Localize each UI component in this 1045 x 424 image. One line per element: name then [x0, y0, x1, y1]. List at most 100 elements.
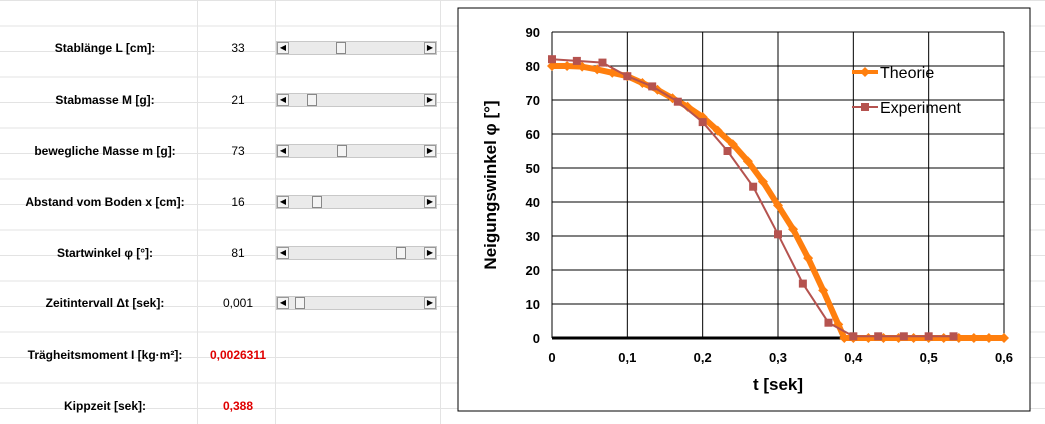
y-tick-label: 0 [533, 331, 540, 346]
y-tick-label: 90 [526, 25, 540, 40]
y-tick-label: 80 [526, 59, 540, 74]
y-tick-label: 10 [526, 297, 540, 312]
legend-marker [860, 67, 870, 77]
scroll-left-button[interactable]: ◀ [277, 247, 289, 259]
column-line [440, 0, 441, 424]
legend-label: Theorie [880, 65, 934, 82]
square-marker [874, 332, 883, 341]
square-marker [598, 58, 607, 67]
control-value: 0,001 [222, 296, 254, 310]
scroll-left-button[interactable]: ◀ [277, 42, 289, 54]
square-marker [572, 56, 581, 65]
x-tick-label: 0,5 [920, 350, 938, 365]
result-value: 0,0026311 [209, 348, 267, 362]
control-value: 73 [231, 144, 245, 158]
x-axis-label: t [sek] [753, 375, 803, 394]
y-tick-label: 40 [526, 195, 540, 210]
scroll-left-button[interactable]: ◀ [277, 94, 289, 106]
square-marker [623, 72, 632, 81]
y-tick-label: 60 [526, 127, 540, 142]
square-marker [648, 82, 657, 91]
legend-marker [861, 103, 869, 111]
diamond-marker [788, 224, 799, 235]
x-tick-label: 0,6 [995, 350, 1013, 365]
scroll-right-button[interactable]: ▶ [424, 94, 436, 106]
scroll-left-button[interactable]: ◀ [277, 297, 289, 309]
slider-thumb[interactable] [337, 145, 347, 157]
square-marker [723, 147, 732, 155]
scroll-left-button[interactable]: ◀ [277, 196, 289, 208]
scroll-right-button[interactable]: ▶ [424, 196, 436, 208]
x-tick-label: 0,4 [844, 350, 863, 365]
square-marker [698, 118, 707, 127]
slider-thumb[interactable] [396, 247, 406, 259]
diamond-marker [818, 285, 829, 296]
scroll-right-button[interactable]: ▶ [424, 297, 436, 309]
diamond-marker [682, 101, 693, 112]
scroll-right-button[interactable]: ▶ [424, 42, 436, 54]
slider-thumb[interactable] [336, 42, 346, 54]
column-line [275, 0, 276, 424]
diamond-marker [727, 139, 738, 150]
square-marker [749, 182, 758, 191]
scroll-slider[interactable]: ◀ ▶ [276, 93, 437, 107]
y-tick-label: 20 [526, 263, 540, 278]
scroll-slider[interactable]: ◀ ▶ [276, 246, 437, 260]
diamond-marker [592, 64, 603, 75]
scroll-slider[interactable]: ◀ ▶ [276, 296, 437, 310]
result-label: Kippzeit [sek]: [63, 399, 146, 413]
square-marker [548, 55, 556, 64]
slider-thumb[interactable] [307, 94, 317, 106]
diamond-marker [742, 156, 753, 167]
diamond-marker [547, 61, 557, 71]
control-label: Stabmasse M [g]: [55, 93, 155, 107]
control-value: 16 [231, 195, 245, 209]
scroll-slider[interactable]: ◀ ▶ [276, 41, 437, 55]
x-tick-label: 0 [548, 350, 555, 365]
diamond-marker [839, 333, 850, 343]
y-tick-label: 30 [526, 229, 540, 244]
diamond-marker [968, 333, 979, 343]
control-label: Abstand vom Boden x [cm]: [25, 195, 185, 209]
slider-thumb[interactable] [295, 297, 305, 309]
scroll-left-button[interactable]: ◀ [277, 145, 289, 157]
legend-label: Experiment [880, 100, 961, 117]
diamond-marker [712, 125, 723, 136]
square-marker [798, 279, 807, 288]
y-tick-label: 70 [526, 93, 540, 108]
scroll-right-button[interactable]: ▶ [424, 247, 436, 259]
square-marker [949, 332, 958, 341]
square-marker [673, 97, 682, 106]
diamond-marker [773, 200, 783, 211]
diamond-marker [757, 176, 768, 187]
scroll-slider[interactable]: ◀ ▶ [276, 195, 437, 209]
control-value: 21 [231, 93, 245, 107]
x-tick-label: 0,3 [769, 350, 787, 365]
result-value: 0,388 [222, 399, 254, 413]
square-marker [924, 332, 933, 341]
result-label: Trägheitsmoment I [kg·m²]: [27, 348, 183, 362]
control-label: bewegliche Masse m [g]: [34, 144, 176, 158]
control-label: Startwinkel φ [°]: [56, 246, 154, 260]
control-value: 33 [231, 41, 245, 55]
scroll-right-button[interactable]: ▶ [424, 145, 436, 157]
y-axis-label: Neigungswinkel φ [°] [481, 100, 500, 269]
slider-thumb[interactable] [312, 196, 322, 208]
square-marker [824, 318, 833, 327]
control-label: Zeitintervall Δt [sek]: [45, 296, 165, 310]
square-marker [849, 332, 858, 341]
diamond-marker [999, 333, 1009, 343]
x-tick-label: 0,2 [694, 350, 712, 365]
square-marker [899, 332, 908, 341]
control-label: Stablänge L [cm]: [54, 41, 156, 55]
column-line [197, 0, 198, 424]
x-tick-label: 0,1 [618, 350, 636, 365]
square-marker [774, 230, 782, 239]
diamond-marker [983, 333, 994, 343]
control-value: 81 [231, 246, 245, 260]
diamond-marker [562, 61, 573, 71]
y-tick-label: 50 [526, 161, 540, 176]
scroll-slider[interactable]: ◀ ▶ [276, 144, 437, 158]
